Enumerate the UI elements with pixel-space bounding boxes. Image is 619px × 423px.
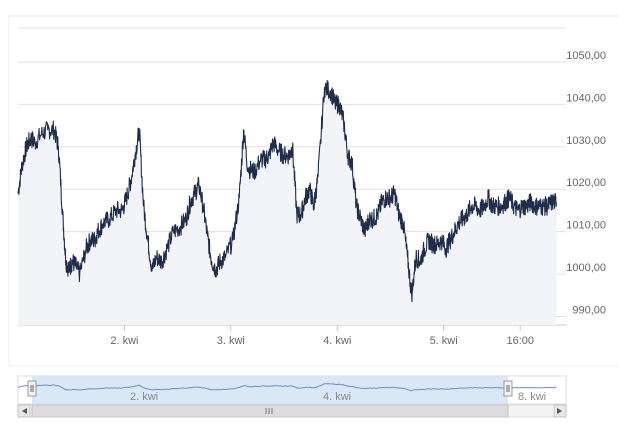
y-tick-label: 1020,00 [566, 177, 606, 189]
scrollbar[interactable] [17, 404, 567, 418]
y-tick-label: 1040,00 [566, 92, 606, 104]
navigator-tick-label: 4. kwi [323, 391, 351, 403]
y-tick-label: 1030,00 [566, 135, 606, 147]
y-tick-label: 1000,00 [566, 262, 606, 274]
y-tick-label: 990,00 [572, 305, 606, 317]
navigator-handle-right[interactable] [503, 380, 513, 397]
x-tick-label: 4. kwi [323, 335, 351, 347]
x-tick-label: 5. kwi [430, 335, 458, 347]
chevron-left-icon [22, 408, 27, 414]
x-tick-label: 3. kwi [217, 335, 245, 347]
x-tick-label: 2. kwi [110, 335, 138, 347]
navigator-series-line [17, 383, 557, 392]
x-axis: 2. kwi 3. kwi 4. kwi 5. kwi 16:00 [110, 325, 534, 347]
navigator-handle-right-box[interactable] [503, 380, 513, 397]
price-line [17, 79, 557, 303]
scrollbar-grip-icon [265, 408, 273, 414]
scrollbar-thumb[interactable] [31, 404, 509, 418]
navigator-handle-left-box[interactable] [27, 380, 37, 397]
navigator-selected-range[interactable] [32, 376, 508, 404]
y-tick-label: 1010,00 [566, 220, 606, 232]
x-tick-label: 16:00 [506, 335, 534, 347]
y-axis: 990,00 1000,00 1010,00 1020,00 1030,00 1040,0… [566, 50, 606, 317]
y-tick-label: 1050,00 [566, 50, 606, 62]
navigator-tick-label: 8. kwi [518, 391, 546, 403]
chevron-right-icon [557, 408, 562, 414]
navigator-tick-label: 2. kwi [130, 391, 158, 403]
navigator[interactable]: 2. kwi 4. kwi 8. kwi [17, 375, 567, 418]
series-layer [17, 79, 557, 326]
navigator-handle-left[interactable] [27, 380, 37, 397]
